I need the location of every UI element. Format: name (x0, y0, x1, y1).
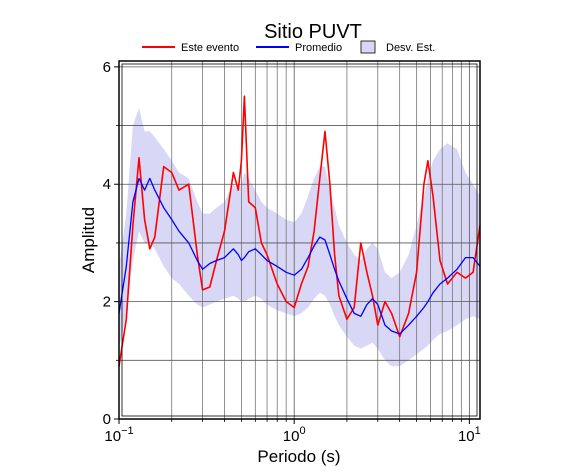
legend-item-promedio: Promedio (256, 42, 342, 54)
legend: Este evento Promedio Desv. Est. (142, 40, 435, 54)
grid-layer (118, 61, 480, 419)
plot-frame-inner (121, 63, 478, 417)
y-tick-label: 0 (103, 411, 111, 428)
x-tick-label: 10−1 (104, 425, 133, 445)
chart-title: Sitio PUVT (264, 21, 362, 43)
x-tick-label: 101 (458, 425, 481, 445)
legend-label: Promedio (295, 42, 342, 54)
plot-frame-layer (118, 60, 481, 420)
y-tick-label: 6 (103, 59, 111, 76)
legend-label: Desv. Est. (386, 42, 435, 54)
series-line-este-evento (118, 95, 481, 367)
x-axis-title: Periodo (s) (257, 447, 340, 466)
legend-label: Este evento (181, 42, 239, 54)
x-tick-label: 100 (283, 425, 306, 445)
series-layer (118, 95, 481, 367)
legend-item-desv-est-: Desv. Est. (360, 40, 435, 54)
plot-frame (118, 60, 481, 420)
series-line-promedio (118, 177, 481, 335)
y-tick-label: 4 (103, 176, 111, 193)
y-axis-title: Amplitud (79, 207, 98, 273)
y-tick-label: 2 (103, 294, 111, 311)
legend-swatch-box (360, 40, 376, 54)
tick-label-layer: 10−1 100 101 0 2 4 6 (103, 59, 481, 445)
legend-item-este-evento: Este evento (142, 42, 239, 54)
